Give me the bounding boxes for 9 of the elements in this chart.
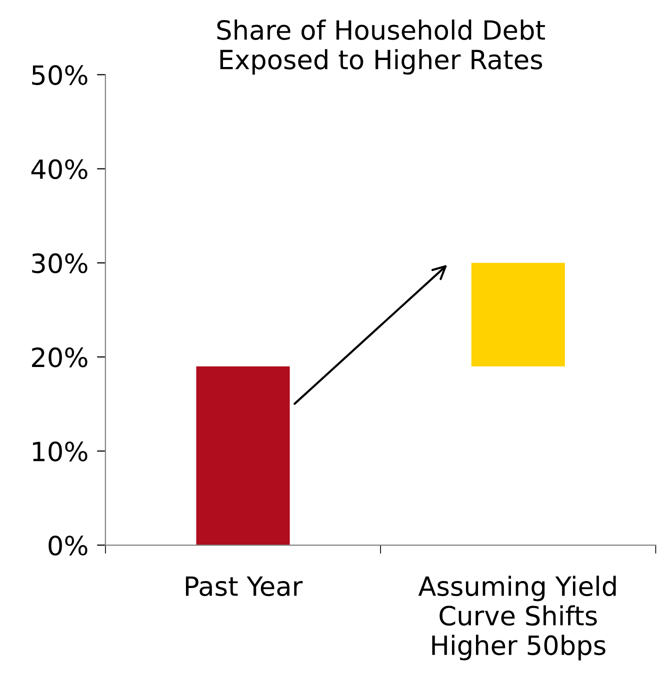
x-tick-label: Past Year — [186, 576, 303, 596]
y-tick-label: 50% — [32, 65, 88, 86]
chart-title: Share of Household Debt Exposed to Higher Rates — [217, 20, 545, 75]
x-tick-label: Assuming Yield Curve Shifts Higher 50bps — [418, 576, 616, 660]
y-tick-label: 30% — [32, 253, 88, 274]
y-tick-label: 0% — [48, 536, 88, 556]
y-tick-label: 40% — [31, 159, 88, 180]
y-tick-label: 10% — [33, 441, 88, 462]
y-tick-label: 20% — [32, 347, 88, 368]
